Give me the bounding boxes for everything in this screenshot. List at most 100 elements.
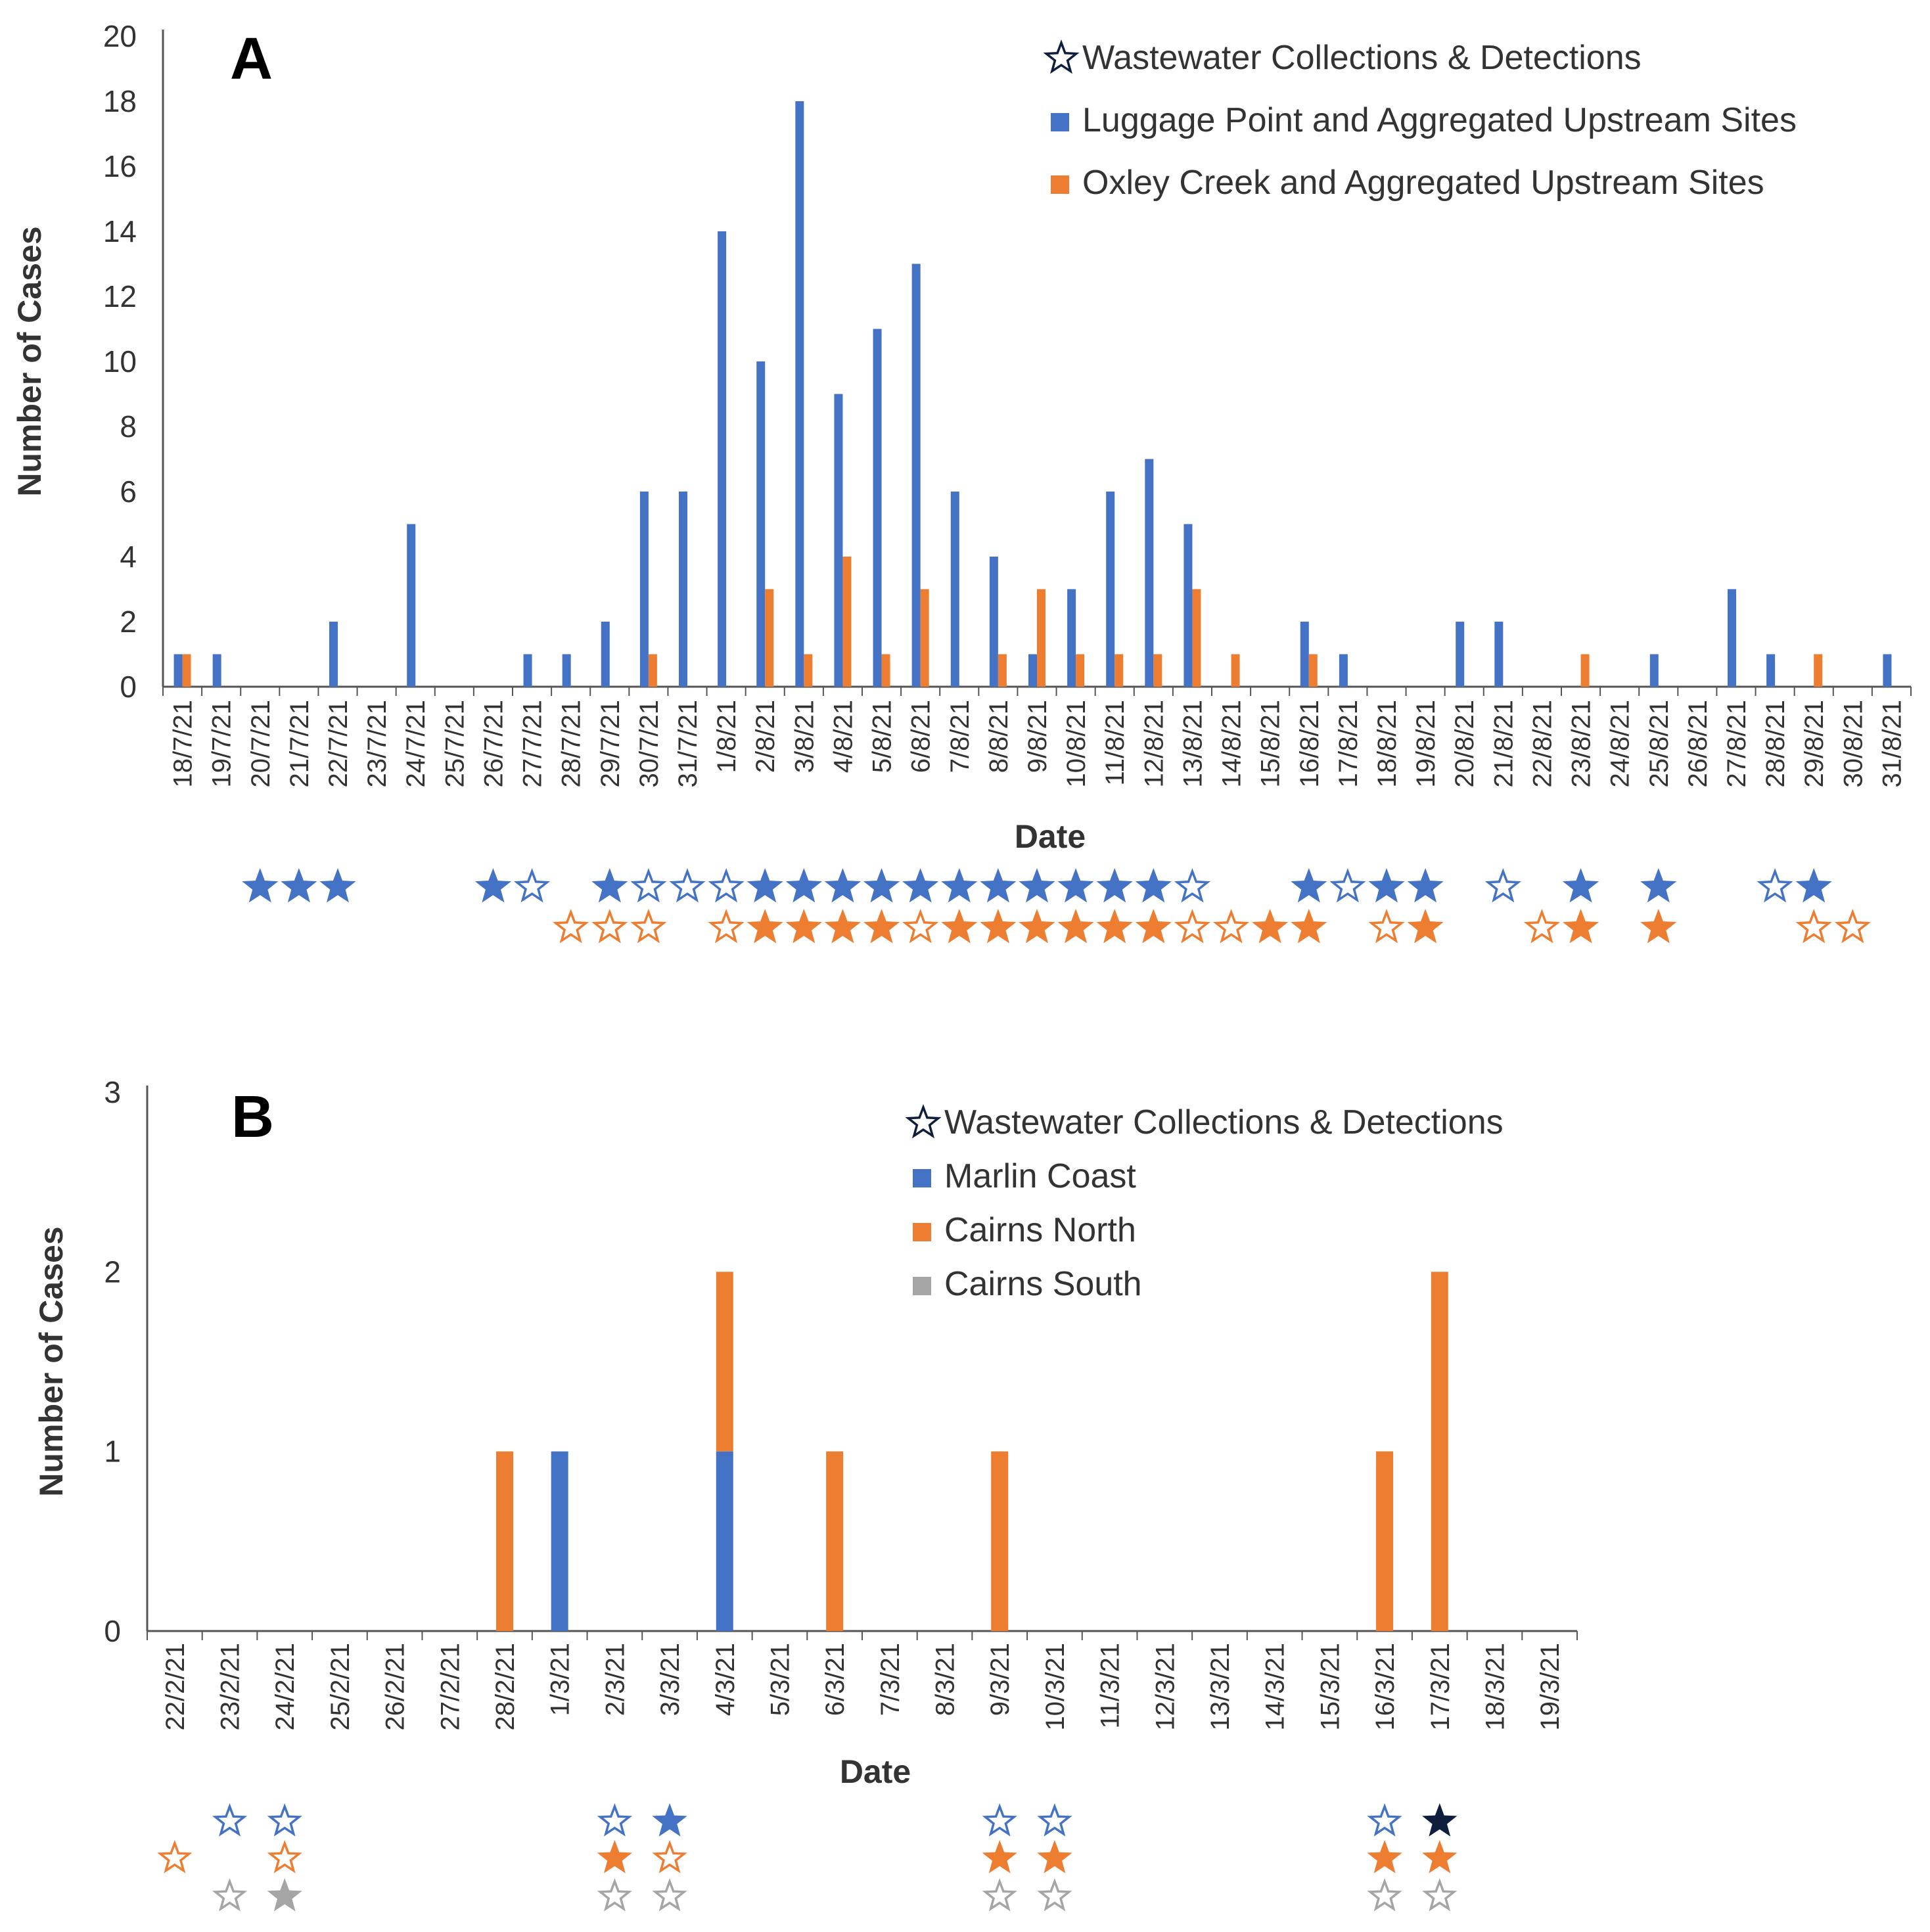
bar-blue <box>173 654 183 687</box>
wastewater-star-gray <box>597 1878 633 1912</box>
bar-blue <box>601 622 610 687</box>
y-tick-label: 8 <box>120 409 137 444</box>
wastewater-star-blue <box>863 868 900 903</box>
wastewater-star-blue <box>1484 868 1521 903</box>
wastewater-star-orange <box>824 909 862 944</box>
x-tick-label: 9/3/21 <box>986 1643 1015 1716</box>
wastewater-star-orange <box>1057 908 1094 944</box>
wastewater-star-blue <box>1329 867 1366 903</box>
bar-blue <box>950 492 959 687</box>
bar-blue <box>1456 622 1465 687</box>
bar-orange <box>998 654 1007 687</box>
x-tick-label: 17/3/21 <box>1426 1643 1455 1730</box>
bar-blue <box>562 654 571 687</box>
wastewater-star-orange <box>980 908 1017 944</box>
bar-orange <box>765 589 774 687</box>
x-tick-label: 2/8/21 <box>751 700 780 773</box>
wastewater-star-orange <box>1291 908 1327 944</box>
x-tick-label: 23/7/21 <box>363 700 392 787</box>
x-tick-label: 17/8/21 <box>1334 700 1363 787</box>
bar-orange <box>716 1272 733 1452</box>
y-tick-label: 18 <box>103 84 137 118</box>
wastewater-star-orange <box>1135 909 1172 944</box>
wastewater-star-orange <box>1422 1839 1458 1874</box>
bar-blue <box>718 231 727 687</box>
wastewater-star-blue <box>1562 868 1599 903</box>
x-tick-label: 29/8/21 <box>1800 700 1829 787</box>
bar-blue <box>1766 654 1776 687</box>
wastewater-star-orange <box>630 908 667 944</box>
x-tick-label: 28/2/21 <box>491 1643 520 1730</box>
x-axis-title: Date <box>1015 818 1086 855</box>
wastewater-star-blue <box>982 1803 1017 1837</box>
x-tick-label: 12/3/21 <box>1151 1643 1180 1730</box>
y-tick-label: 6 <box>120 474 137 509</box>
x-tick-label: 21/8/21 <box>1489 700 1518 787</box>
x-tick-label: 3/3/21 <box>656 1643 685 1716</box>
wastewater-star-orange <box>1795 908 1832 944</box>
legend-swatch-orange <box>913 1223 931 1241</box>
x-axis-title: Date <box>840 1753 911 1790</box>
legend-entry: Cairns North <box>944 1211 1136 1249</box>
x-tick-label: 2/3/21 <box>601 1643 630 1716</box>
x-tick-label: 31/8/21 <box>1877 700 1906 787</box>
y-tick-label: 12 <box>103 279 137 313</box>
wastewater-star-blue <box>1057 867 1094 903</box>
wastewater-star-blue <box>1407 867 1444 903</box>
bar-orange <box>1431 1272 1448 1631</box>
bar-blue <box>1883 654 1892 687</box>
wastewater-star-orange <box>1252 909 1289 944</box>
x-tick-label: 9/8/21 <box>1023 700 1052 773</box>
bar-blue <box>679 492 687 687</box>
x-tick-label: 24/2/21 <box>271 1643 300 1730</box>
wastewater-star-blue <box>1019 867 1055 903</box>
wastewater-star-blue <box>242 867 279 903</box>
bar-orange <box>1814 654 1823 687</box>
x-tick-label: 26/7/21 <box>479 700 508 787</box>
x-tick-label: 25/2/21 <box>326 1643 355 1730</box>
wastewater-star-blue <box>319 867 356 903</box>
wastewater-star-gray <box>212 1877 248 1912</box>
wastewater-star-blue <box>652 1803 687 1837</box>
wastewater-star-orange <box>1096 908 1133 944</box>
wastewater-star-gray <box>982 1877 1017 1912</box>
wastewater-star-blue <box>785 868 822 903</box>
y-tick-label: 20 <box>103 19 137 53</box>
wastewater-star-blue <box>1795 867 1832 903</box>
x-tick-label: 16/3/21 <box>1371 1643 1400 1730</box>
wastewater-star-blue <box>708 867 745 903</box>
x-tick-label: 1/3/21 <box>546 1643 575 1716</box>
x-tick-label: 18/7/21 <box>169 700 198 787</box>
bar-blue <box>1106 492 1115 687</box>
wastewater-star-orange <box>591 908 628 944</box>
bar-blue <box>212 654 221 687</box>
x-tick-label: 5/8/21 <box>868 700 897 773</box>
wastewater-star-blue <box>1135 868 1172 903</box>
bar-blue <box>1067 589 1076 687</box>
wastewater-star-orange <box>941 908 978 944</box>
wastewater-star-blue <box>591 867 628 903</box>
wastewater-star-blue <box>597 1803 633 1837</box>
wastewater-star-orange <box>553 909 589 944</box>
legend-swatch-gray <box>913 1277 931 1295</box>
wastewater-star-blue <box>1291 867 1327 903</box>
x-tick-label: 5/3/21 <box>766 1643 794 1716</box>
y-tick-label: 2 <box>104 1254 121 1289</box>
wastewater-star-gray <box>267 1877 302 1912</box>
legend-entry: Marlin Coast <box>944 1157 1136 1195</box>
x-tick-label: 30/7/21 <box>635 700 664 787</box>
x-tick-label: 14/8/21 <box>1218 700 1247 787</box>
x-tick-label: 3/8/21 <box>790 700 819 773</box>
wastewater-star-blue <box>1174 868 1211 903</box>
x-tick-label: 28/8/21 <box>1761 700 1790 787</box>
bar-blue <box>1300 622 1309 687</box>
wastewater-star-orange <box>1174 909 1211 944</box>
x-tick-label: 30/8/21 <box>1839 700 1868 787</box>
y-axis-title: Number of Cases <box>11 226 48 496</box>
wastewater-star-orange <box>1212 909 1250 944</box>
bar-orange <box>1076 654 1085 687</box>
bar-orange <box>1376 1451 1394 1631</box>
bar-blue <box>1145 459 1154 687</box>
bar-blue <box>407 524 416 687</box>
